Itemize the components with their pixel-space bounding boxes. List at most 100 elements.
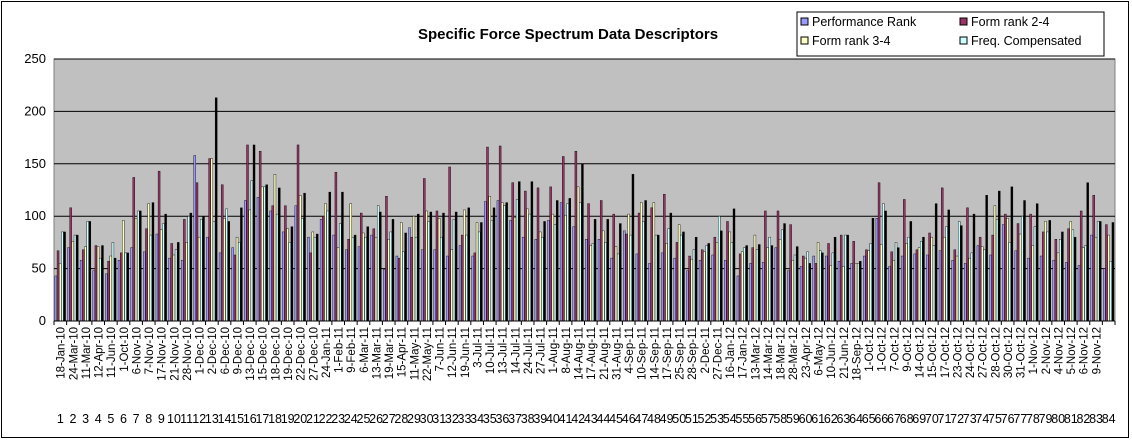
legend-swatch bbox=[800, 17, 809, 26]
x-category-label: 50 bbox=[672, 412, 686, 426]
x-category-label: 26 bbox=[369, 412, 383, 426]
x-category-label: 76 bbox=[1001, 412, 1015, 426]
bar bbox=[705, 245, 708, 322]
bar bbox=[1082, 247, 1085, 322]
bar bbox=[648, 263, 651, 322]
x-category-label: 15 bbox=[230, 412, 244, 426]
bar bbox=[926, 254, 929, 322]
x-date-label: 13-Dec-10 bbox=[245, 327, 257, 381]
bar bbox=[311, 231, 315, 322]
bar bbox=[562, 156, 565, 322]
bar bbox=[478, 231, 481, 322]
y-tick-label: 0 bbox=[39, 313, 46, 328]
bar bbox=[922, 236, 925, 322]
bar bbox=[660, 252, 664, 322]
x-date-label: 12-Apr-10 bbox=[94, 327, 106, 378]
x-category-label: 14 bbox=[218, 412, 232, 426]
bar bbox=[795, 246, 799, 322]
x-category-label: 55 bbox=[735, 412, 749, 426]
bar bbox=[172, 254, 176, 322]
bar bbox=[534, 239, 538, 322]
x-category-label: 41 bbox=[559, 412, 573, 426]
bar bbox=[1044, 221, 1047, 322]
bar bbox=[105, 273, 108, 322]
bar bbox=[1105, 224, 1108, 322]
bar bbox=[947, 209, 950, 322]
x-date-label: 11-May-11 bbox=[409, 327, 421, 380]
x-category-label: 59 bbox=[786, 412, 800, 426]
x-category-label: 1 bbox=[57, 412, 64, 426]
x-category-label: 54 bbox=[723, 412, 737, 426]
x-date-label: 23-Oct-12 bbox=[952, 327, 964, 378]
bar bbox=[484, 201, 487, 322]
bar bbox=[581, 163, 584, 322]
bar bbox=[370, 234, 373, 322]
bar bbox=[599, 200, 603, 322]
x-category-label: 38 bbox=[521, 412, 535, 426]
bar bbox=[180, 260, 184, 322]
x-category-label: 69 bbox=[912, 412, 926, 426]
x-date-label: 4-Sep-11 bbox=[624, 327, 636, 373]
x-category-label: 60 bbox=[799, 412, 813, 426]
bar bbox=[850, 263, 853, 322]
bar bbox=[955, 255, 959, 322]
bar bbox=[913, 253, 916, 322]
x-date-label: 27-Dec-11 bbox=[712, 327, 724, 380]
x-date-label: 14-Mar-12 bbox=[763, 327, 775, 380]
bar bbox=[282, 231, 285, 322]
x-category-label: 35 bbox=[483, 412, 497, 426]
bar bbox=[943, 236, 946, 322]
bar bbox=[376, 205, 380, 322]
bar bbox=[132, 177, 136, 322]
x-category-label: 46 bbox=[622, 412, 636, 426]
x-date-label: 14-Sep-11 bbox=[649, 327, 661, 380]
bar bbox=[101, 245, 104, 322]
bar bbox=[686, 270, 689, 322]
bar bbox=[212, 221, 216, 322]
x-date-label: 6-May-12 bbox=[813, 327, 825, 376]
bar bbox=[945, 226, 948, 322]
bar bbox=[953, 249, 957, 322]
x-date-label: 5-Nov-12 bbox=[1066, 327, 1078, 374]
bar bbox=[968, 257, 971, 322]
x-category-label: 20 bbox=[293, 412, 307, 426]
bar bbox=[707, 243, 710, 322]
x-category-label: 7 bbox=[133, 412, 140, 426]
x-date-label: 1-Feb-11 bbox=[334, 327, 346, 373]
x-date-label: 13-Jul-11 bbox=[498, 327, 510, 374]
x-date-label: 27-Dec-10 bbox=[308, 327, 320, 381]
bar bbox=[831, 252, 835, 322]
bar bbox=[122, 220, 125, 322]
bar bbox=[859, 261, 862, 322]
bar bbox=[290, 226, 294, 322]
bar bbox=[657, 234, 660, 322]
bar bbox=[694, 236, 698, 322]
x-category-label: 19 bbox=[281, 412, 295, 426]
bar bbox=[136, 210, 140, 322]
bar bbox=[143, 251, 146, 322]
bar bbox=[930, 236, 933, 322]
bar bbox=[248, 209, 251, 322]
bar bbox=[147, 203, 150, 322]
bar bbox=[663, 193, 666, 322]
bar bbox=[324, 203, 327, 322]
bar bbox=[208, 158, 211, 322]
bar bbox=[825, 255, 828, 322]
x-date-label: 6-Mar-11 bbox=[359, 327, 371, 373]
bar bbox=[463, 209, 466, 322]
bar bbox=[698, 260, 702, 322]
bar bbox=[755, 249, 759, 322]
bar bbox=[238, 242, 241, 322]
bar bbox=[978, 236, 982, 322]
x-date-label: 18-Dec-10 bbox=[270, 327, 282, 381]
x-date-label: 16-Jan-12 bbox=[725, 327, 737, 379]
bar bbox=[334, 171, 338, 322]
bar bbox=[821, 252, 824, 322]
bar bbox=[766, 247, 769, 322]
bar bbox=[867, 250, 870, 322]
bar bbox=[650, 207, 653, 322]
bar bbox=[713, 236, 717, 322]
bar bbox=[505, 202, 508, 322]
bar bbox=[86, 221, 89, 322]
bar bbox=[1065, 262, 1068, 322]
